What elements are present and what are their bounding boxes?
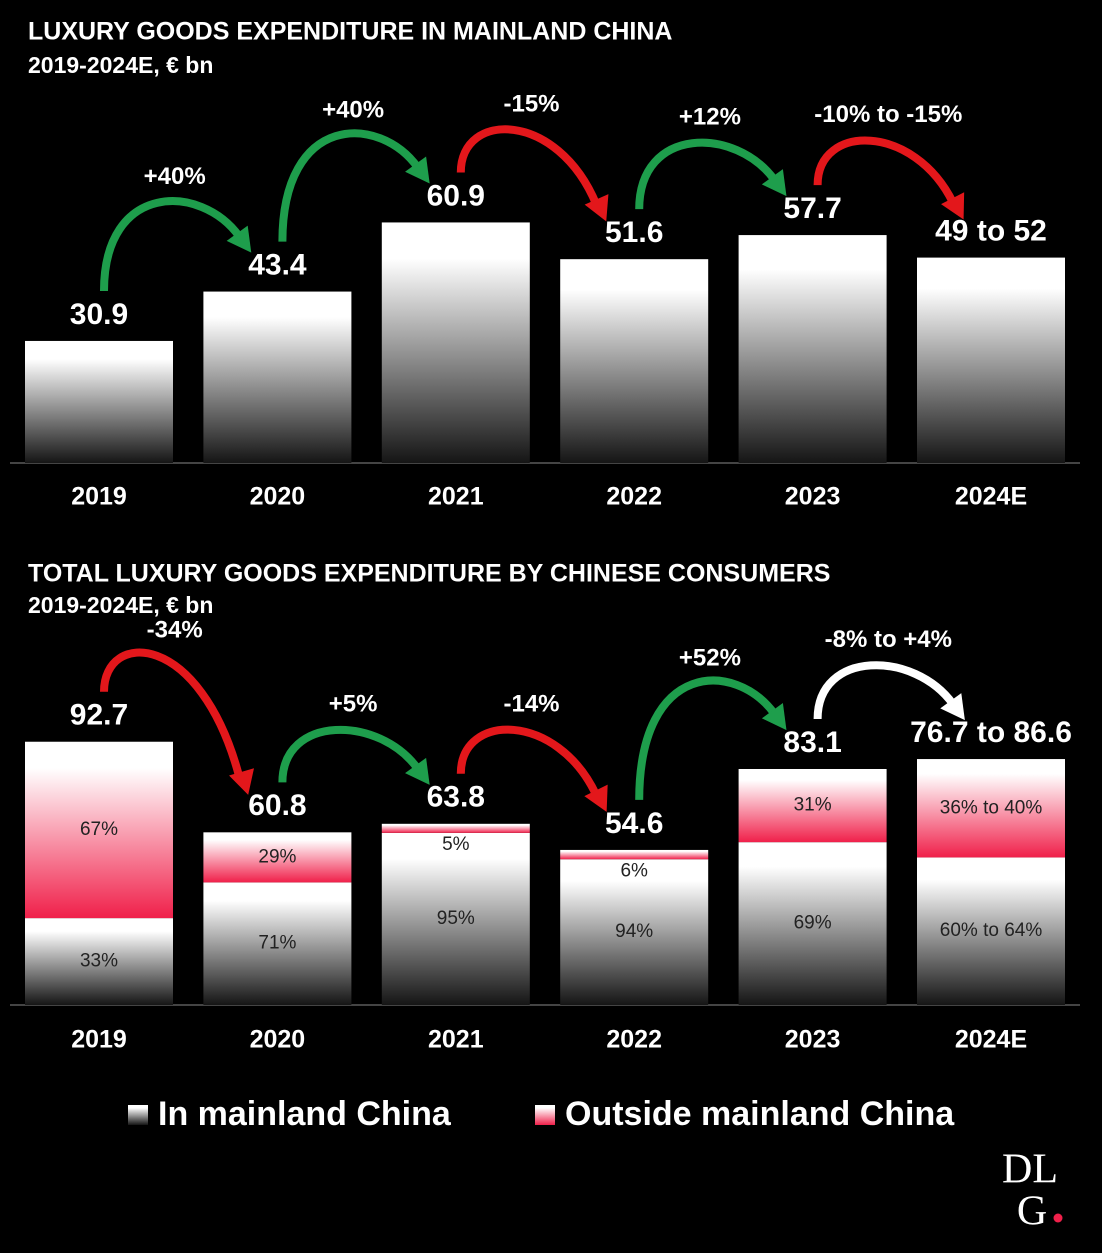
segment-label: 94% xyxy=(615,921,653,942)
change-label: +12% xyxy=(679,104,741,131)
x-tick-label: 2022 xyxy=(606,483,662,511)
bar-segment xyxy=(203,832,352,883)
change-arrow xyxy=(278,129,422,242)
value-label: 60.9 xyxy=(427,179,485,212)
change-label: -10% to -15% xyxy=(814,101,962,128)
x-tick-label: 2024E xyxy=(955,483,1027,511)
x-tick-label: 2021 xyxy=(428,1026,484,1054)
x-tick-label: 2023 xyxy=(785,483,841,511)
arrow-head xyxy=(226,225,252,253)
legend-swatch xyxy=(128,1105,148,1125)
change-label: +40% xyxy=(322,97,384,124)
bar xyxy=(560,259,709,463)
change-arrow xyxy=(456,125,600,206)
x-tick-label: 2022 xyxy=(606,1026,662,1054)
total-label: 63.8 xyxy=(427,781,485,814)
change-label: +52% xyxy=(679,645,741,672)
bar-segment xyxy=(381,823,530,833)
segment-label: 69% xyxy=(794,913,832,934)
change-arrow xyxy=(100,648,244,779)
arrow-head xyxy=(584,194,609,222)
arrow-head xyxy=(405,757,430,785)
segment-label: 31% xyxy=(794,795,832,816)
change-label: +5% xyxy=(329,690,378,717)
bar-segment xyxy=(917,759,1065,858)
segment-label: 71% xyxy=(258,933,296,954)
arrow-head xyxy=(761,169,787,197)
total-label: 76.7 to 86.6 xyxy=(910,716,1072,749)
x-tick-label: 2019 xyxy=(71,1026,127,1054)
bar-segment xyxy=(203,882,352,1005)
bar-segment xyxy=(25,918,173,1005)
legend-swatch xyxy=(535,1105,555,1125)
change-label: -14% xyxy=(503,690,559,717)
change-label: -8% to +4% xyxy=(825,626,952,653)
bar-segment xyxy=(25,741,173,919)
change-arrow xyxy=(813,661,957,720)
change-arrow xyxy=(635,676,778,800)
change-arrow xyxy=(635,138,778,210)
change-arrow xyxy=(456,725,600,797)
logo-dot xyxy=(1053,1213,1063,1223)
bar-segment xyxy=(560,849,709,860)
value-label: 57.7 xyxy=(783,192,841,225)
change-arrow xyxy=(813,136,957,205)
segment-label: 33% xyxy=(80,951,118,972)
change-label: -15% xyxy=(503,90,559,117)
logo-text: G xyxy=(1017,1189,1047,1235)
x-tick-label: 2020 xyxy=(250,483,306,511)
arrow-head xyxy=(405,156,430,184)
change-label: +40% xyxy=(144,163,206,190)
x-tick-label: 2019 xyxy=(71,483,127,511)
chart-subtitle: 2019-2024E, € bn xyxy=(28,52,213,78)
segment-label: 29% xyxy=(258,846,296,867)
logo-text: DL xyxy=(1002,1147,1058,1193)
total-label: 92.7 xyxy=(70,699,128,732)
arrow-head xyxy=(941,192,965,220)
bar xyxy=(25,340,173,463)
value-label: 43.4 xyxy=(248,248,307,281)
total-label: 54.6 xyxy=(605,807,663,840)
segment-label: 5% xyxy=(442,834,470,855)
x-tick-label: 2020 xyxy=(250,1026,306,1054)
bar xyxy=(917,257,1065,463)
bar-segment xyxy=(917,857,1065,1005)
bar xyxy=(203,291,352,463)
segment-label: 95% xyxy=(437,908,475,929)
x-tick-label: 2024E xyxy=(955,1026,1027,1054)
bar xyxy=(738,235,887,463)
value-label: 51.6 xyxy=(605,216,663,249)
bar xyxy=(381,222,530,463)
segment-label: 60% to 64% xyxy=(940,920,1043,941)
bar-segment xyxy=(738,842,887,1005)
value-label: 49 to 52 xyxy=(935,215,1047,248)
bar-segment xyxy=(381,832,530,1005)
legend-label: In mainland China xyxy=(158,1095,452,1133)
arrow-head xyxy=(584,784,608,812)
chart-title: LUXURY GOODS EXPENDITURE IN MAINLAND CHI… xyxy=(28,18,672,46)
value-label: 30.9 xyxy=(70,298,128,331)
change-arrow xyxy=(100,197,243,291)
x-tick-label: 2023 xyxy=(785,1026,841,1054)
bar-segment xyxy=(738,768,887,843)
legend-label: Outside mainland China xyxy=(565,1095,955,1133)
arrow-head xyxy=(940,693,965,721)
segment-label: 36% to 40% xyxy=(940,797,1043,818)
x-tick-label: 2021 xyxy=(428,483,484,511)
chart-subtitle: 2019-2024E, € bn xyxy=(28,592,213,618)
segment-label: 6% xyxy=(620,860,648,881)
change-arrow xyxy=(278,725,422,783)
bar-segment xyxy=(560,859,709,1005)
chart-title: TOTAL LUXURY GOODS EXPENDITURE BY CHINES… xyxy=(28,560,830,588)
change-label: -34% xyxy=(147,616,203,643)
arrow-head xyxy=(229,768,254,795)
arrow-head xyxy=(761,703,787,731)
total-label: 83.1 xyxy=(783,726,841,759)
segment-label: 67% xyxy=(80,819,118,840)
total-label: 60.8 xyxy=(248,789,306,822)
